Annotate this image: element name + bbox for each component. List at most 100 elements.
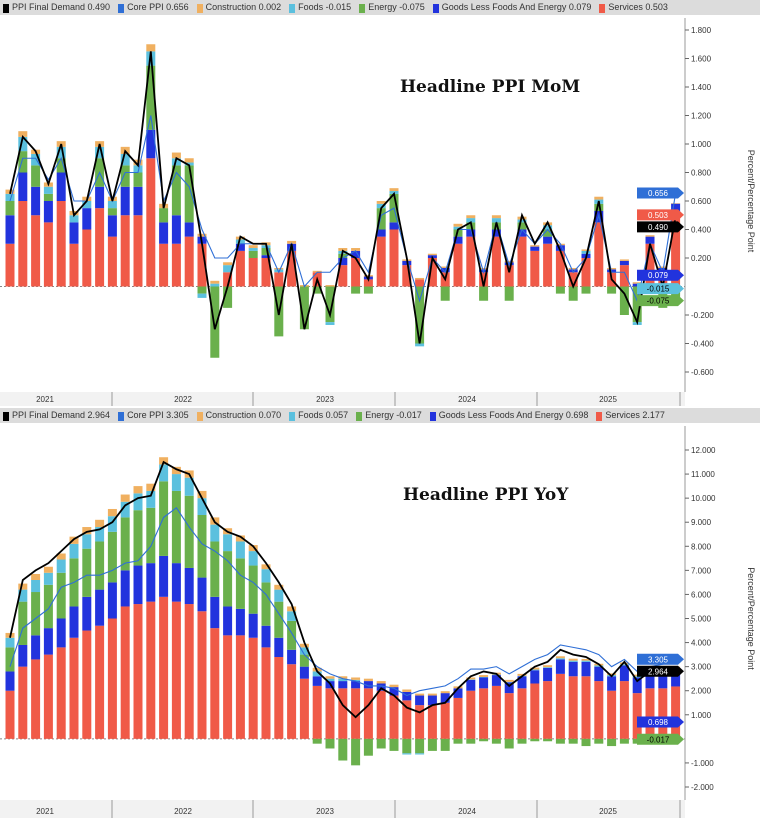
bar-goods xyxy=(171,215,181,244)
bar-goods xyxy=(517,229,527,237)
bar-foods xyxy=(120,501,130,518)
bar-energy xyxy=(159,208,169,223)
bar-foods xyxy=(351,679,361,682)
y-tick-label: 12.000 xyxy=(691,446,716,455)
bar-construction xyxy=(517,673,527,676)
bar-services xyxy=(453,697,463,739)
y-tick-label: -0.600 xyxy=(691,368,714,377)
bar-energy xyxy=(543,229,553,237)
bar-construction xyxy=(491,215,501,219)
bar-construction xyxy=(261,564,271,570)
bar-foods xyxy=(479,676,489,678)
legend-label: Energy -0.017 xyxy=(365,410,422,421)
bar-services xyxy=(69,637,79,739)
legend-label: Core PPI 0.656 xyxy=(127,2,189,13)
bar-construction xyxy=(223,262,233,266)
y-tick-label: 1.400 xyxy=(691,83,712,92)
bar-services xyxy=(619,681,629,739)
bar-services xyxy=(31,659,41,739)
line-headline xyxy=(9,51,677,344)
bar-goods xyxy=(427,695,437,706)
bar-goods xyxy=(389,687,399,696)
bar-construction xyxy=(171,152,181,159)
bar-foods xyxy=(5,193,15,201)
y-tick-label: 10.000 xyxy=(691,494,716,503)
bar-foods xyxy=(287,611,297,621)
bar-services xyxy=(594,681,604,739)
bar-energy xyxy=(453,738,463,744)
bar-services xyxy=(159,243,169,287)
legend-swatch xyxy=(3,411,9,421)
bar-services xyxy=(146,601,156,739)
legend-label: Goods Less Foods And Energy 0.698 xyxy=(438,410,589,421)
bar-energy xyxy=(491,738,501,744)
bar-goods xyxy=(56,618,66,648)
x-tick-label: 2025 xyxy=(599,395,617,404)
bar-goods xyxy=(133,565,143,605)
bar-services xyxy=(491,236,501,287)
bar-energy xyxy=(594,738,604,744)
bar-services xyxy=(171,243,181,287)
y-tick-label: 11.000 xyxy=(691,470,715,479)
bar-goods xyxy=(351,681,361,689)
bar-services xyxy=(197,243,207,287)
bar-energy xyxy=(274,601,284,638)
bar-foods xyxy=(223,265,233,273)
bar-goods xyxy=(120,570,130,607)
bar-services xyxy=(389,695,399,739)
bar-construction xyxy=(248,245,258,249)
bar-energy xyxy=(82,548,92,597)
y-axis-label: Percent/Percentage Point xyxy=(746,567,756,670)
bar-services xyxy=(440,702,450,739)
bar-services xyxy=(568,676,578,739)
bar-energy xyxy=(223,286,233,308)
bar-goods xyxy=(555,245,565,251)
bar-services xyxy=(261,647,271,739)
x-tick-label: 2023 xyxy=(316,807,334,816)
legend-label: Construction 0.070 xyxy=(205,410,282,421)
yoy-chart-panel: PPI Final Demand 2.964 Core PPI 3.305 Cons… xyxy=(0,406,760,818)
legend-label: Foods -0.015 xyxy=(298,2,352,13)
bar-energy xyxy=(619,738,629,744)
flag-label: 3.305 xyxy=(648,655,669,664)
bar-foods xyxy=(235,239,245,244)
bar-goods xyxy=(351,250,361,258)
bar-construction xyxy=(427,253,437,256)
bar-foods xyxy=(619,664,629,666)
bar-construction xyxy=(479,675,489,677)
bar-services xyxy=(120,215,130,287)
bar-goods xyxy=(235,608,245,636)
bar-construction xyxy=(453,223,463,227)
bar-construction xyxy=(351,248,361,251)
bar-foods xyxy=(197,293,207,298)
bar-services xyxy=(235,635,245,739)
bar-energy xyxy=(466,738,476,744)
bar-foods xyxy=(632,676,642,678)
bar-goods xyxy=(632,677,642,694)
bar-energy xyxy=(261,582,271,626)
bar-services xyxy=(171,601,181,739)
bar-energy xyxy=(95,541,105,590)
bar-foods xyxy=(543,225,553,230)
bar-foods xyxy=(82,534,92,549)
bar-goods xyxy=(82,596,92,631)
legend-swatch xyxy=(356,411,363,421)
bar-goods xyxy=(107,582,117,619)
bar-foods xyxy=(184,162,194,166)
bar-services xyxy=(287,664,297,739)
bar-services xyxy=(555,250,565,287)
bar-services xyxy=(159,596,169,739)
bar-goods xyxy=(31,635,41,660)
bar-construction xyxy=(338,248,348,251)
legend-item-energy: Energy -0.017 xyxy=(356,410,422,421)
bar-construction xyxy=(18,131,28,137)
bar-energy xyxy=(56,572,66,619)
bar-services xyxy=(530,250,540,287)
bar-goods xyxy=(107,215,117,237)
bar-services xyxy=(581,258,591,287)
bar-construction xyxy=(568,658,578,661)
bar-services xyxy=(376,236,386,287)
bar-energy xyxy=(197,514,207,578)
bar-construction xyxy=(389,684,399,688)
legend-label: Services 0.503 xyxy=(608,2,668,13)
